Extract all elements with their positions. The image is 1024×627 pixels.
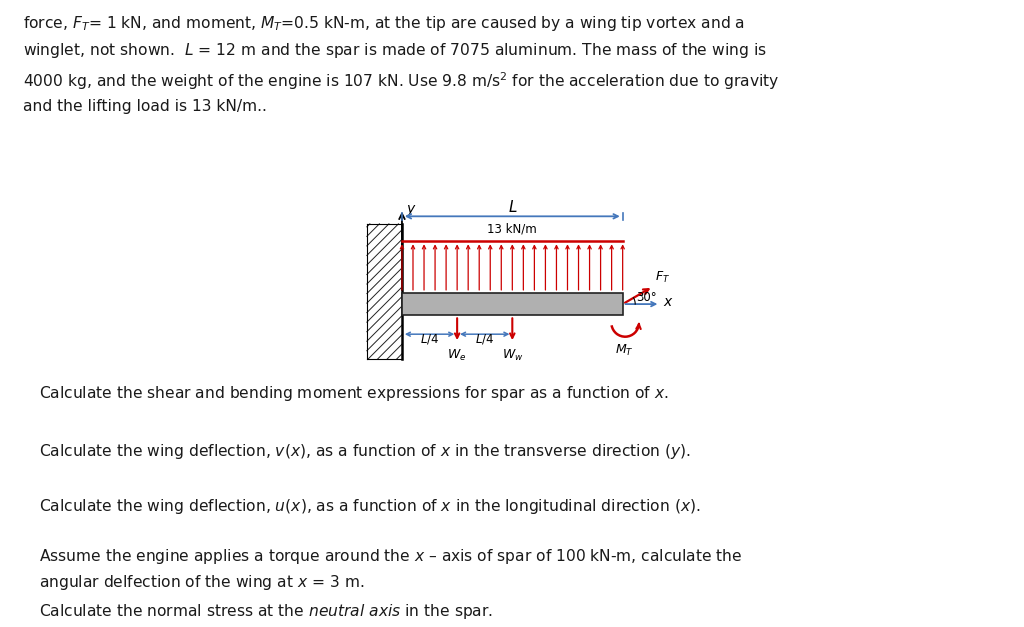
Text: 30°: 30° (636, 291, 656, 304)
Text: Calculate the shear and bending moment expressions for spar as a function of $x$: Calculate the shear and bending moment e… (39, 384, 669, 403)
Text: force, $F_T$= 1 kN, and moment, $M_T$=0.5 kN-m, at the tip are caused by a wing : force, $F_T$= 1 kN, and moment, $M_T$=0.… (23, 14, 779, 114)
Text: $M_T$: $M_T$ (614, 343, 633, 358)
Text: $L$: $L$ (508, 199, 517, 215)
Text: $F_T$: $F_T$ (655, 270, 670, 285)
Text: Calculate the wing deflection, $u(x)$, as a function of $x$ in the longitudinal : Calculate the wing deflection, $u(x)$, a… (39, 497, 700, 515)
Text: $x$: $x$ (663, 295, 674, 309)
Text: Assume the engine applies a torque around the $x$ – axis of spar of 100 kN-m, ca: Assume the engine applies a torque aroun… (39, 547, 742, 593)
Text: Calculate the normal stress at the $\mathit{neutral\ axis}$ in the spar.: Calculate the normal stress at the $\mat… (39, 602, 493, 621)
Polygon shape (367, 224, 402, 359)
Text: $L/4$: $L/4$ (475, 332, 495, 345)
Text: Calculate the wing deflection, $v(x)$, as a function of $x$ in the transverse di: Calculate the wing deflection, $v(x)$, a… (39, 442, 691, 461)
Text: $W_e$: $W_e$ (447, 348, 467, 364)
Text: $L/4$: $L/4$ (420, 332, 439, 345)
Bar (402, 293, 623, 315)
Text: $W_w$: $W_w$ (502, 348, 523, 364)
Text: $y$: $y$ (407, 203, 417, 218)
Text: 13 kN/m: 13 kN/m (487, 222, 538, 235)
